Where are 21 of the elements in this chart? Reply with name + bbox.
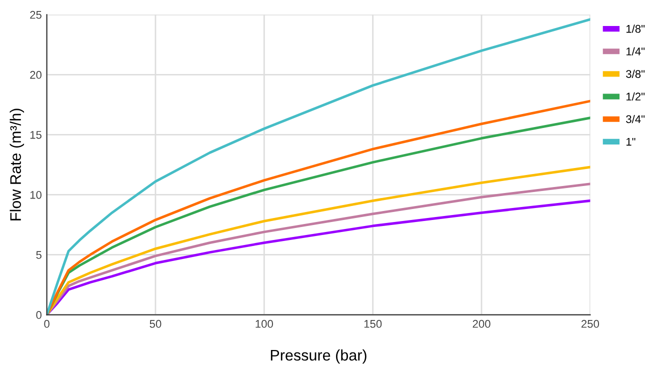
legend-label: 1" [626, 138, 636, 146]
line-series [46, 18, 590, 315]
legend-label: 1/2" [626, 92, 645, 101]
x-tick-label: 200 [472, 320, 490, 328]
y-tick-label: 25 [30, 10, 42, 19]
y-tick-label: 20 [30, 70, 42, 79]
legend-label: 1/4" [626, 47, 645, 56]
x-tick-label: 0 [44, 320, 50, 328]
y-tick-label: 0 [36, 311, 42, 319]
y-tick-label: 5 [36, 251, 42, 259]
x-tick-label: 150 [364, 320, 382, 328]
y-tick-label: 10 [30, 190, 42, 199]
legend-label: 3/8" [626, 70, 645, 78]
x-axis-title: Pressure (bar) [270, 349, 366, 364]
y-axis-title: Flow Rate (m³/h) [10, 108, 24, 220]
legend-label: 3/4" [626, 114, 645, 124]
y-tick-label: 15 [30, 131, 42, 139]
legend-label: 1/8" [626, 24, 645, 33]
x-tick-label: 250 [581, 320, 600, 328]
x-tick-label: 50 [150, 320, 162, 328]
x-tick-label: 100 [256, 320, 273, 328]
